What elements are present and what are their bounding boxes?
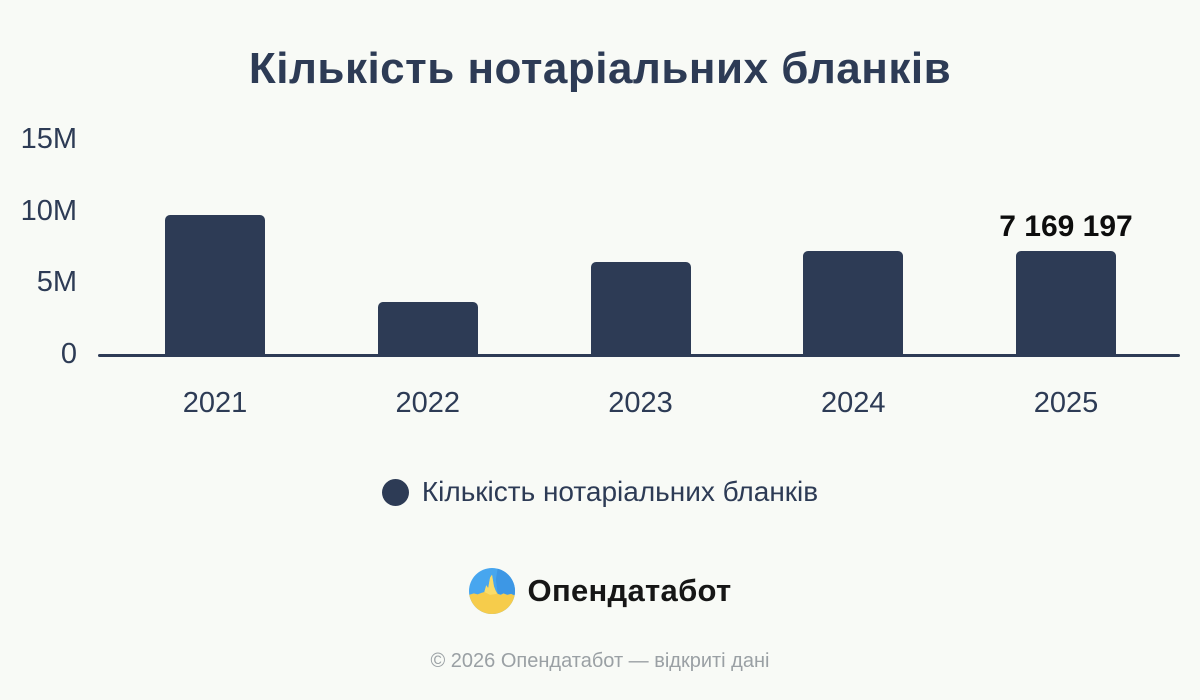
opendatabot-logo-icon bbox=[468, 568, 515, 614]
bar-2024 bbox=[803, 251, 904, 354]
x-label-2025: 2025 bbox=[1033, 387, 1099, 419]
legend-label: Кількість нотаріальних бланків bbox=[421, 476, 819, 507]
y-tick-0: 0 bbox=[60, 338, 77, 370]
x-label-2021: 2021 bbox=[182, 387, 248, 419]
bar-2025 bbox=[1016, 251, 1116, 354]
bar-2022 bbox=[377, 302, 478, 354]
x-label-2022: 2022 bbox=[395, 387, 461, 419]
x-label-2024: 2024 bbox=[820, 387, 886, 419]
x-label-2023: 2023 bbox=[608, 387, 673, 419]
chart-title: Кількість нотаріальних бланків bbox=[248, 44, 952, 93]
y-tick-15M: 15M bbox=[20, 123, 77, 155]
legend-dot-icon bbox=[381, 478, 409, 506]
x-axis-line bbox=[98, 354, 1180, 357]
copyright-footer: © 2026 Опендатабот — відкриті дані bbox=[430, 650, 770, 672]
value-label-2025: 7 169 197 bbox=[999, 210, 1133, 243]
legend: Кількість нотаріальних бланків bbox=[0, 476, 1200, 508]
bar-2023 bbox=[590, 262, 691, 354]
bar-2021 bbox=[165, 215, 265, 354]
y-tick-5M: 5M bbox=[36, 266, 77, 299]
brand-logo-text: Опендатабот bbox=[527, 573, 732, 608]
brand-logo: Опендатабот bbox=[0, 568, 1200, 614]
y-tick-10M: 10M bbox=[20, 194, 77, 227]
